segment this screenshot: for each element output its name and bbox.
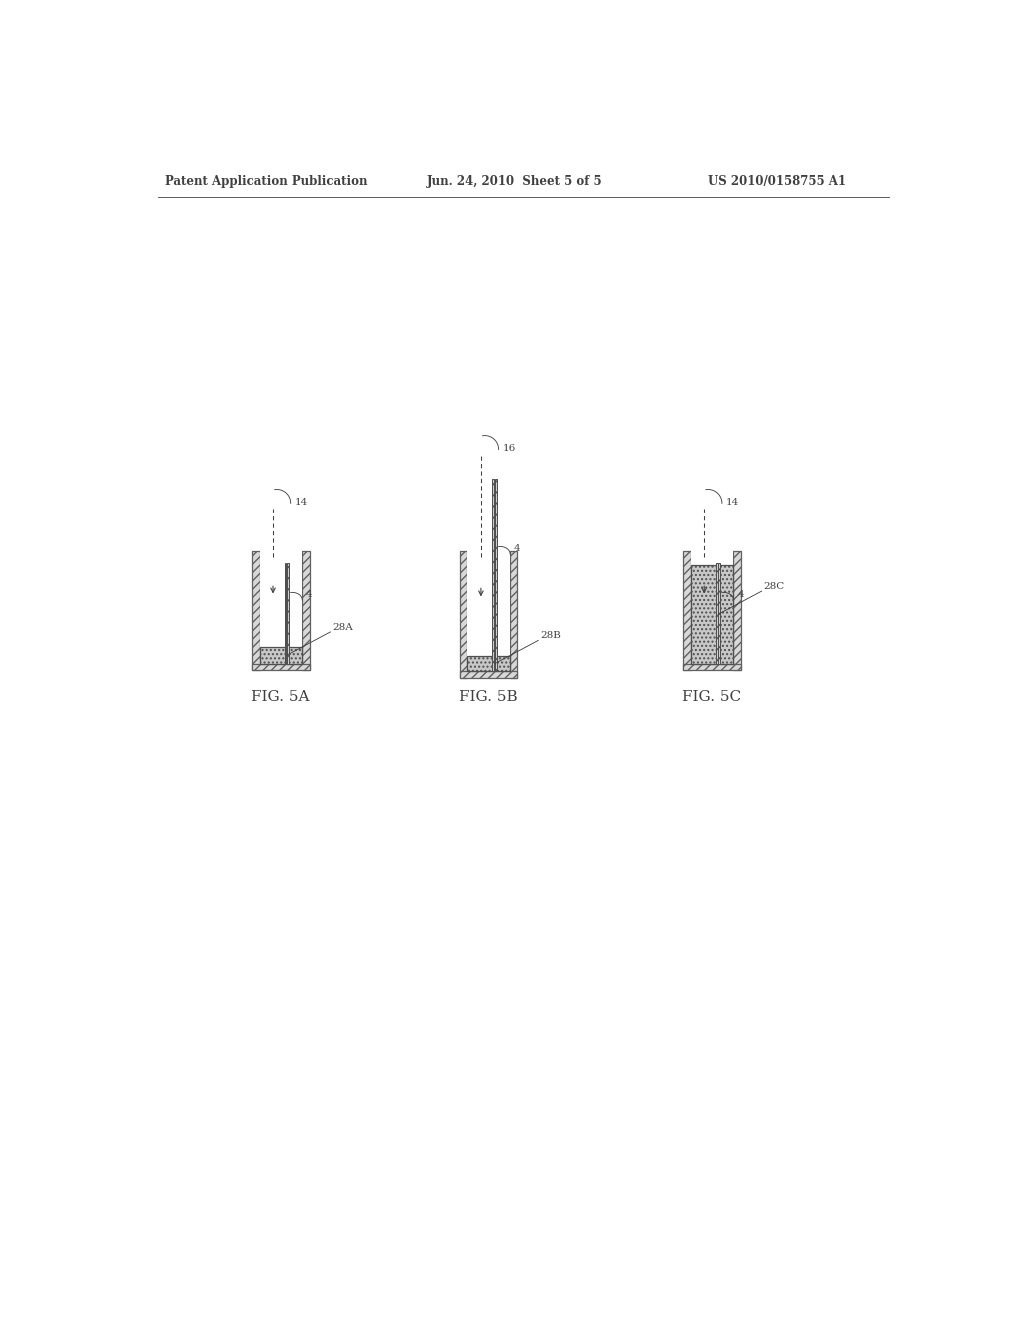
Bar — [683, 664, 740, 671]
Bar — [302, 552, 309, 671]
Bar — [467, 656, 510, 671]
Bar — [493, 479, 495, 671]
Bar — [259, 647, 302, 664]
Bar — [733, 552, 740, 671]
Bar — [285, 564, 287, 664]
Text: FIG. 5C: FIG. 5C — [682, 689, 741, 704]
Bar — [691, 552, 733, 664]
Text: 28B: 28B — [540, 631, 561, 640]
Text: 4: 4 — [737, 590, 744, 599]
Bar — [288, 564, 289, 664]
Bar — [252, 552, 259, 671]
Bar — [510, 552, 517, 678]
Bar — [683, 552, 691, 671]
Bar — [460, 672, 517, 678]
Bar — [252, 664, 309, 671]
Text: 28C: 28C — [763, 582, 784, 591]
Text: US 2010/0158755 A1: US 2010/0158755 A1 — [708, 176, 846, 187]
Text: FIG. 5A: FIG. 5A — [252, 689, 310, 704]
Text: FIG. 5B: FIG. 5B — [460, 689, 518, 704]
Text: 14: 14 — [726, 498, 739, 507]
Text: 28A: 28A — [332, 623, 352, 632]
Bar — [496, 479, 497, 671]
Bar — [716, 564, 718, 664]
Text: Patent Application Publication: Patent Application Publication — [165, 176, 368, 187]
Bar — [691, 565, 733, 664]
Text: 16: 16 — [503, 445, 516, 453]
Bar — [467, 552, 510, 671]
Text: 4: 4 — [306, 590, 312, 599]
Text: 4: 4 — [514, 544, 520, 553]
Bar — [719, 564, 720, 664]
Text: 14: 14 — [295, 498, 308, 507]
Bar — [259, 552, 302, 664]
Text: Jun. 24, 2010  Sheet 5 of 5: Jun. 24, 2010 Sheet 5 of 5 — [427, 176, 603, 187]
Bar — [460, 552, 467, 678]
